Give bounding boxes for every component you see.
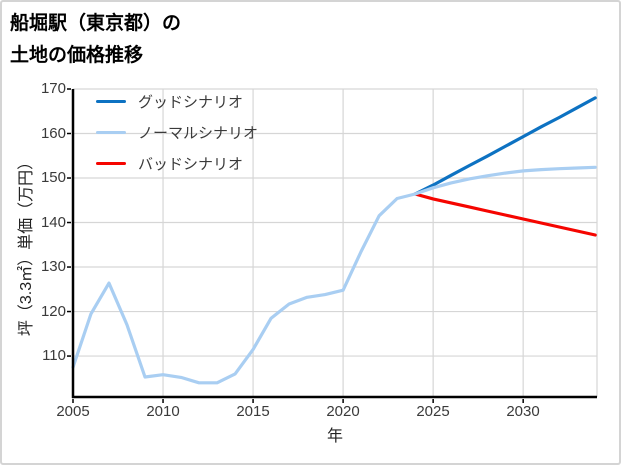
y-tick-label: 110	[42, 347, 66, 364]
normal-scenario-line-swatch	[96, 131, 126, 134]
bad-scenario-line	[413, 192, 597, 237]
chart-title-line1: 船堀駅（東京都）の	[10, 13, 182, 34]
bad-scenario-line-swatch	[96, 162, 126, 165]
axis-spines	[71, 89, 597, 399]
tick-marks	[67, 88, 524, 403]
y-tick-label: 160	[40, 125, 66, 142]
legend-item-normal: ノーマルシナリオ	[96, 117, 258, 148]
legend-label-bad: バッドシナリオ	[138, 156, 244, 173]
series-lines	[71, 96, 597, 385]
x-tick-label: 2025	[416, 403, 450, 420]
chart-title: 船堀駅（東京都）の 土地の価格推移	[10, 8, 181, 72]
x-tick-label: 2020	[326, 403, 360, 420]
good-scenario-line	[413, 96, 597, 196]
legend-item-good: グッドシナリオ	[96, 86, 258, 117]
x-tick-label: 2015	[236, 403, 270, 420]
y-tick-label: 170	[40, 80, 66, 97]
x-tick-label: 2010	[146, 403, 180, 420]
legend-label-normal: ノーマルシナリオ	[138, 125, 259, 142]
y-tick-label: 150	[40, 169, 66, 186]
legend-item-bad: バッドシナリオ	[96, 148, 258, 179]
x-axis-label: 年	[326, 428, 344, 445]
x-tick-label: 2005	[56, 403, 90, 420]
x-tick-label: 2030	[506, 403, 540, 420]
gridlines	[73, 88, 598, 397]
y-tick-label: 140	[40, 214, 66, 231]
normal-scenario-line	[71, 165, 597, 385]
good-scenario-line-swatch	[96, 100, 126, 103]
y-tick-label: 130	[40, 258, 66, 275]
legend-label-good: グッドシナリオ	[138, 94, 244, 111]
chart-title-line2: 土地の価格推移	[10, 45, 144, 66]
y-axis-label: 坪（3.3㎡）単価（万円）	[18, 153, 35, 337]
y-tick-label: 120	[40, 303, 66, 320]
legend: グッドシナリオ ノーマルシナリオ バッドシナリオ	[96, 86, 258, 179]
